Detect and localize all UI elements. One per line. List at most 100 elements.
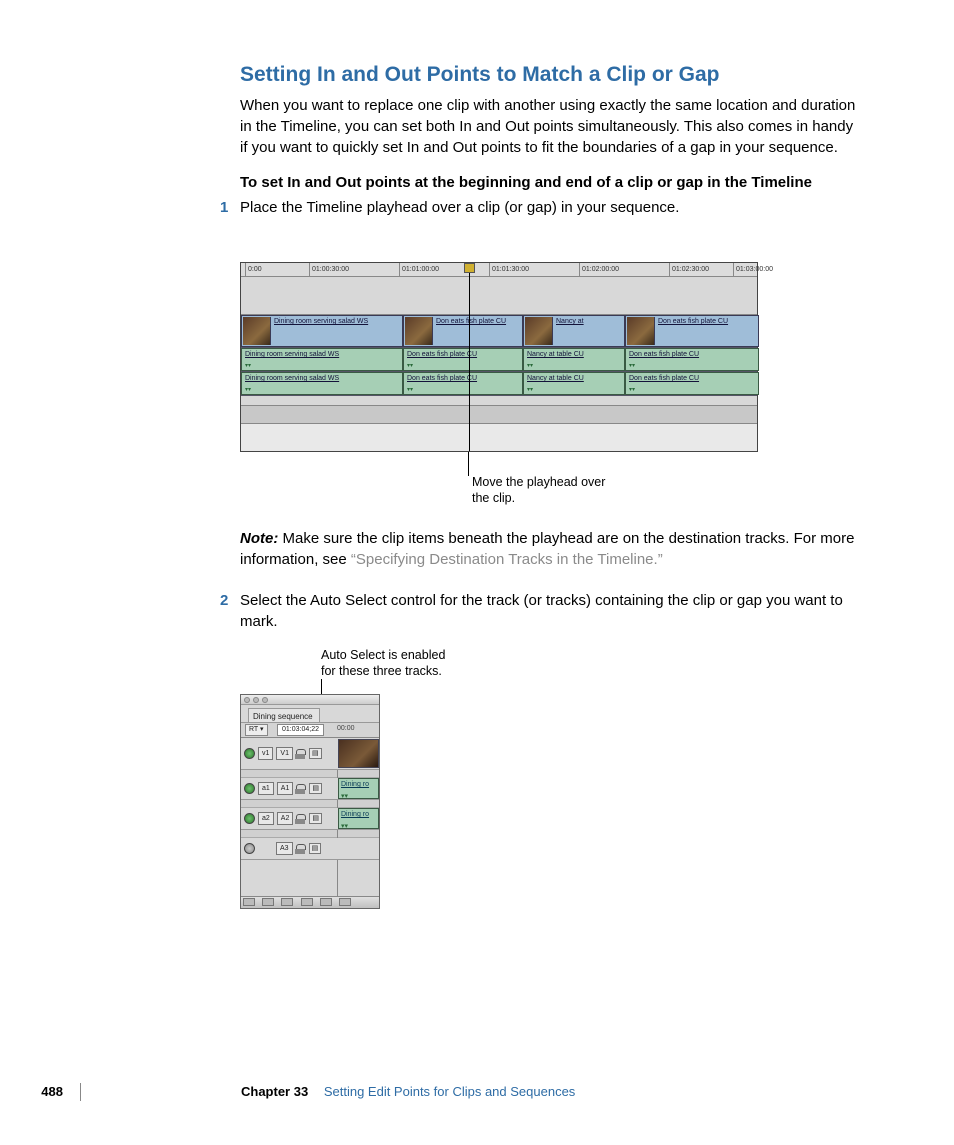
- track-row: a2A2 ▤ Dining ro▾▾: [241, 808, 379, 830]
- video-track: Dining room serving salad WS Don eats fis…: [241, 315, 757, 348]
- step-2: 2 Select the Auto Select control for the…: [240, 590, 860, 642]
- track-row: a1A1 ▤ Dining ro▾▾: [241, 778, 379, 800]
- audio-clip: Nancy at table CU▾▾: [523, 372, 625, 395]
- playhead: [469, 263, 470, 451]
- clip-label: Dining ro: [339, 779, 378, 791]
- page-footer: 488 Chapter 33 Setting Edit Points for C…: [80, 1083, 880, 1101]
- clip-area: Dining ro▾▾: [338, 808, 379, 829]
- keyframe-icon: ▾▾: [407, 362, 413, 370]
- toggle-icon: ▤: [309, 813, 322, 825]
- step-number: 2: [220, 590, 228, 611]
- timeline-ruler: 0:0001:00:30:0001:01:00:0001:01:30:0001:…: [241, 263, 757, 277]
- ruler-start: 00:00: [337, 724, 355, 734]
- window-titlebar: [241, 695, 379, 705]
- toolbar-button-icon: [320, 898, 332, 906]
- clip-label: Don eats fish plate CU: [407, 374, 477, 384]
- annotation-leader-line: [468, 452, 469, 476]
- lock-icon: [296, 844, 306, 854]
- keyframe-icon: ▾▾: [339, 791, 378, 803]
- chapter-reference: Chapter 33 Setting Edit Points for Clips…: [241, 1083, 575, 1101]
- track-gap: [241, 396, 757, 406]
- timecode-label: 01:02:30:00: [672, 265, 709, 275]
- keyframe-icon: ▾▾: [245, 362, 251, 370]
- chapter-title: Setting Edit Points for Clips and Sequen…: [324, 1084, 575, 1099]
- traffic-light-icon: [262, 697, 268, 703]
- clip-area: [338, 838, 379, 859]
- audio-clip: Don eats fish plate CU ▾▾: [403, 372, 523, 395]
- traffic-light-icon: [253, 697, 259, 703]
- note-block: Note: Make sure the clip items beneath t…: [240, 528, 860, 584]
- source-track-chip: v1: [258, 747, 273, 761]
- toggle-icon: ▤: [309, 748, 322, 760]
- keyframe-icon: ▾▾: [339, 821, 378, 833]
- toolbar-button-icon: [243, 898, 255, 906]
- rt-button: RT ▾: [245, 724, 268, 736]
- step-text: Place the Timeline playhead over a clip …: [240, 199, 679, 216]
- toggle-icon: ▤: [309, 783, 322, 795]
- audio-clip: Don eats fish plate CU▾▾: [403, 348, 523, 371]
- lock-icon: [296, 814, 306, 824]
- clip-label: Don eats fish plate CU: [629, 374, 699, 384]
- timecode-label: 0:00: [248, 265, 262, 275]
- audio-clip: Dining room serving salad WS ▾▾: [241, 372, 403, 395]
- track-row: A3▤: [241, 838, 379, 860]
- auto-select-icon: [244, 748, 255, 759]
- clip-thumbnail: [243, 317, 271, 345]
- timeline-figure-2: Dining sequence RT ▾ 01:03:04;22 00:00 v…: [240, 694, 380, 909]
- audio-track-2: Dining room serving salad WS▾▾Don eats f…: [241, 372, 757, 396]
- keyframe-icon: ▾▾: [527, 386, 533, 394]
- lock-icon: [296, 784, 306, 794]
- dest-track-chip: A2: [277, 812, 294, 826]
- clip-label: Nancy at: [556, 317, 584, 327]
- keyframe-icon: ▾▾: [527, 362, 533, 370]
- audio-track-1: Dining room serving salad WS▾▾Don eats f…: [241, 348, 757, 372]
- toolbar-button-icon: [262, 898, 274, 906]
- video-clip: Nancy at: [523, 315, 625, 347]
- source-track-chip: a1: [258, 782, 274, 796]
- section-heading: Setting In and Out Points to Match a Cli…: [240, 60, 860, 89]
- toolbar-button-icon: [339, 898, 351, 906]
- toolbar-button-icon: [301, 898, 313, 906]
- keyframe-icon: ▾▾: [629, 362, 635, 370]
- audio-clip: Dining ro▾▾: [338, 808, 379, 829]
- clip-area: Dining ro▾▾: [338, 778, 379, 799]
- timeline-figure-1: 0:0001:00:30:0001:01:00:0001:01:30:0001:…: [240, 262, 758, 452]
- dest-track-chip: A1: [277, 782, 294, 796]
- video-clip: Dining room serving salad WS: [241, 315, 403, 347]
- auto-select-icon: [244, 843, 255, 854]
- track-row: v1V1 ▤: [241, 738, 379, 770]
- procedure-title: To set In and Out points at the beginnin…: [240, 172, 860, 193]
- clip-label: Dining room serving salad WS: [245, 374, 339, 384]
- keyframe-icon: ▾▾: [629, 386, 635, 394]
- chapter-label: Chapter 33: [241, 1084, 308, 1099]
- track-spacer: [241, 277, 757, 315]
- track-rows: v1V1▤a1A1▤Dining ro▾▾a2A2▤Dining ro▾▾A3▤: [241, 738, 379, 896]
- bottom-toolbar: [241, 896, 379, 908]
- timecode-label: 01:01:00:00: [402, 265, 439, 275]
- clip-thumbnail: [338, 739, 379, 768]
- timecode-label: 01:03:00:00: [736, 265, 773, 275]
- auto-select-icon: [244, 813, 255, 824]
- clip-label: Dining room serving salad WS: [274, 317, 368, 327]
- clip-label: Dining ro: [339, 809, 378, 821]
- timecode-display: 01:03:04;22: [277, 724, 324, 736]
- audio-clip: Don eats fish plate CU ▾▾: [625, 372, 759, 395]
- audio-clip: Dining ro▾▾: [338, 778, 379, 799]
- step-number: 1: [220, 197, 228, 218]
- toolbar-button-icon: [281, 898, 293, 906]
- dest-track-chip: V1: [276, 747, 293, 761]
- timeline-header: RT ▾ 01:03:04;22 00:00: [241, 722, 379, 738]
- auto-select-icon: [244, 783, 255, 794]
- figure-2-annotation: Auto Select is enabled for these three t…: [321, 648, 461, 679]
- clip-label: Don eats fish plate CU: [629, 350, 699, 360]
- video-clip: Don eats fish plate CU: [625, 315, 759, 347]
- note-link: “Specifying Destination Tracks in the Ti…: [351, 551, 663, 568]
- keyframe-icon: ▾▾: [407, 386, 413, 394]
- toggle-icon: ▤: [309, 843, 322, 855]
- audio-clip: Nancy at table CU▾▾: [523, 348, 625, 371]
- page-number: 488: [41, 1083, 77, 1101]
- keyframe-icon: ▾▾: [245, 386, 251, 394]
- clip-area: [338, 738, 379, 769]
- bottom-track: [241, 406, 757, 424]
- source-track-chip: a2: [258, 812, 274, 826]
